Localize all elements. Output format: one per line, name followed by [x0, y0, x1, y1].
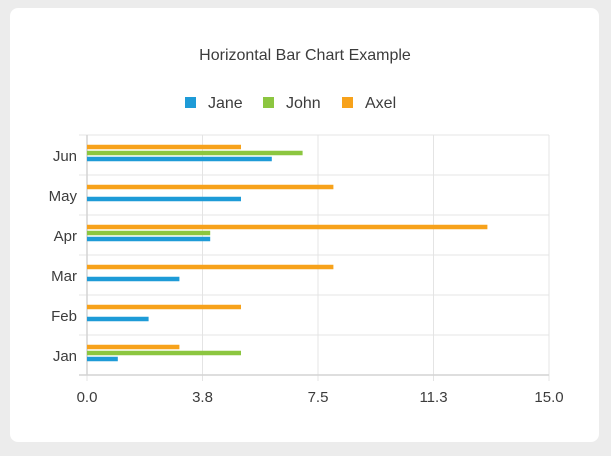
x-tick-label: 7.5: [308, 389, 329, 406]
y-tick-label-jun: Jun: [53, 148, 77, 165]
chart-title: Horizontal Bar Chart Example: [199, 47, 411, 64]
bar-jane-jan[interactable]: [87, 356, 118, 362]
legend-label-john[interactable]: John: [286, 95, 321, 112]
legend-swatch-axel[interactable]: [342, 97, 353, 108]
legend-swatch-john[interactable]: [263, 97, 274, 108]
y-axis: Jan Feb Mar Apr May Jun: [49, 148, 78, 365]
bar-axel-jun[interactable]: [87, 144, 241, 150]
bar-axel-feb[interactable]: [87, 304, 241, 310]
bar-axel-mar[interactable]: [87, 264, 334, 270]
x-tick-label: 11.3: [419, 389, 447, 406]
bar-axel-jan[interactable]: [87, 344, 180, 350]
bar-jane-apr[interactable]: [87, 236, 211, 242]
legend-label-axel[interactable]: Axel: [365, 95, 396, 112]
x-tick-label: 0.0: [77, 389, 98, 406]
x-axis: 0.0 3.8 7.5 11.3 15.0: [77, 389, 564, 406]
y-tick-label-jan: Jan: [53, 348, 77, 365]
y-tick-label-apr: Apr: [54, 228, 77, 245]
bar-chart: Horizontal Bar Chart Example Jane John Axe…: [49, 47, 564, 406]
bar-john-jun[interactable]: [87, 150, 303, 156]
bar-jane-mar[interactable]: [87, 276, 180, 282]
y-tick-label-may: May: [49, 188, 78, 205]
y-tick-label-mar: Mar: [51, 268, 77, 285]
legend-swatch-jane[interactable]: [185, 97, 196, 108]
x-tick-label: 3.8: [192, 389, 213, 406]
chart-card: Horizontal Bar Chart Example Jane John Axe…: [10, 8, 599, 442]
grid: [79, 134, 550, 381]
x-tick-label: 15.0: [534, 389, 563, 406]
bar-jane-may[interactable]: [87, 196, 241, 202]
y-tick-label-feb: Feb: [51, 308, 77, 325]
bar-axel-apr[interactable]: [87, 224, 488, 230]
bar-john-jan[interactable]: [87, 350, 241, 356]
bar-jane-feb[interactable]: [87, 316, 149, 322]
legend: Jane John Axel: [185, 95, 396, 112]
bar-jane-jun[interactable]: [87, 156, 272, 162]
legend-label-jane[interactable]: Jane: [208, 95, 243, 112]
bar-john-apr[interactable]: [87, 230, 211, 236]
bar-axel-may[interactable]: [87, 184, 334, 190]
bars: [87, 144, 488, 362]
